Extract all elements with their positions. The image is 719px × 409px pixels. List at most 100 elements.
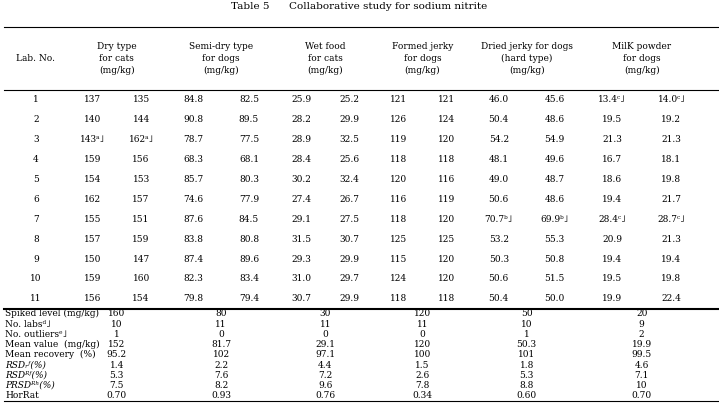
Text: 48.6: 48.6 [544,195,564,204]
Text: Formed jerky
for dogs
(mg/kg): Formed jerky for dogs (mg/kg) [392,42,453,75]
Text: 50.3: 50.3 [517,340,536,349]
Text: 10: 10 [30,274,42,283]
Text: 82.5: 82.5 [239,95,259,104]
Text: 32.5: 32.5 [339,135,360,144]
Text: 89.5: 89.5 [239,115,259,124]
Text: 0: 0 [323,330,328,339]
Text: 154: 154 [84,175,101,184]
Text: 22.4: 22.4 [661,294,682,303]
Text: 77.5: 77.5 [239,135,259,144]
Text: 55.3: 55.3 [544,235,564,244]
Text: 20: 20 [636,309,647,319]
Text: 14.0ᶜ˩: 14.0ᶜ˩ [657,95,685,104]
Text: 21.7: 21.7 [661,195,682,204]
Text: 27.4: 27.4 [291,195,311,204]
Text: 25.9: 25.9 [291,95,311,104]
Text: 2: 2 [33,115,39,124]
Text: 3: 3 [33,135,39,144]
Text: 25.6: 25.6 [339,155,360,164]
Text: 29.9: 29.9 [339,294,360,303]
Text: 0: 0 [219,330,224,339]
Text: 11: 11 [216,319,226,329]
Text: PRSDᴿʰ(%): PRSDᴿʰ(%) [5,381,55,390]
Text: 68.3: 68.3 [183,155,203,164]
Text: 10: 10 [521,319,532,329]
Text: Lab. No.: Lab. No. [17,54,55,63]
Text: 100: 100 [414,350,431,360]
Text: 97.1: 97.1 [316,350,335,360]
Text: 1.5: 1.5 [415,360,430,370]
Text: 29.9: 29.9 [339,115,360,124]
Text: 151: 151 [132,215,150,224]
Text: 19.8: 19.8 [661,274,682,283]
Text: 121: 121 [438,95,455,104]
Text: 147: 147 [132,254,150,263]
Text: 144: 144 [132,115,150,124]
Text: 84.5: 84.5 [239,215,259,224]
Text: 125: 125 [438,235,455,244]
Text: 0.70: 0.70 [632,391,651,400]
Text: 156: 156 [132,155,150,164]
Text: 9: 9 [33,254,39,263]
Text: 13.4ᶜ˩: 13.4ᶜ˩ [598,95,626,104]
Text: 162: 162 [84,195,101,204]
Text: 4.4: 4.4 [319,360,332,370]
Text: 159: 159 [84,155,101,164]
Text: 124: 124 [438,115,455,124]
Text: 150: 150 [84,254,101,263]
Text: 120: 120 [414,309,431,319]
Text: 99.5: 99.5 [631,350,652,360]
Text: 19.4: 19.4 [602,254,622,263]
Text: 8.2: 8.2 [214,381,228,390]
Text: 120: 120 [390,175,407,184]
Text: 31.5: 31.5 [291,235,311,244]
Text: 32.4: 32.4 [339,175,360,184]
Text: 7.2: 7.2 [319,371,332,380]
Text: Dry type
for cats
(mg/kg): Dry type for cats (mg/kg) [97,42,137,75]
Text: 19.2: 19.2 [661,115,682,124]
Text: 5.3: 5.3 [520,371,533,380]
Text: 80.8: 80.8 [239,235,259,244]
Text: 19.5: 19.5 [602,115,622,124]
Text: 54.9: 54.9 [544,135,564,144]
Text: 116: 116 [390,195,407,204]
Text: 118: 118 [390,215,407,224]
Text: 11: 11 [30,294,42,303]
Text: 28.4ᶜ˩: 28.4ᶜ˩ [598,215,626,224]
Text: 1.8: 1.8 [520,360,533,370]
Text: 154: 154 [132,294,150,303]
Text: 28.2: 28.2 [291,115,311,124]
Text: Mean recovery  (%): Mean recovery (%) [5,350,96,360]
Text: 83.8: 83.8 [183,235,203,244]
Text: 162ᵃ˩: 162ᵃ˩ [129,135,154,144]
Text: RSDᴿᶠ(%): RSDᴿᶠ(%) [5,371,47,380]
Text: 83.4: 83.4 [239,274,259,283]
Text: 29.1: 29.1 [291,215,311,224]
Text: 2: 2 [639,330,644,339]
Text: 48.6: 48.6 [544,115,564,124]
Text: 28.7ᶜ˩: 28.7ᶜ˩ [658,215,685,224]
Text: 27.5: 27.5 [339,215,360,224]
Text: 16.7: 16.7 [602,155,622,164]
Text: 7.5: 7.5 [109,381,124,390]
Text: Mean value  (mg/kg): Mean value (mg/kg) [5,340,100,349]
Text: 49.6: 49.6 [544,155,564,164]
Text: 2.2: 2.2 [214,360,228,370]
Text: 9: 9 [639,319,644,329]
Text: 85.7: 85.7 [183,175,203,184]
Text: 29.9: 29.9 [339,254,360,263]
Text: 79.4: 79.4 [239,294,259,303]
Text: 160: 160 [109,309,125,319]
Text: Table 5      Collaborative study for sodium nitrite: Table 5 Collaborative study for sodium n… [232,2,487,11]
Text: Semi-dry type
for dogs
(mg/kg): Semi-dry type for dogs (mg/kg) [189,42,253,75]
Text: 89.6: 89.6 [239,254,259,263]
Text: 21.3: 21.3 [602,135,622,144]
Text: 50.6: 50.6 [489,195,509,204]
Text: 11: 11 [417,319,428,329]
Text: 0.60: 0.60 [517,391,536,400]
Text: 90.8: 90.8 [183,115,203,124]
Text: 5.3: 5.3 [110,371,124,380]
Text: 0.76: 0.76 [316,391,335,400]
Text: 29.1: 29.1 [316,340,335,349]
Text: 119: 119 [390,135,407,144]
